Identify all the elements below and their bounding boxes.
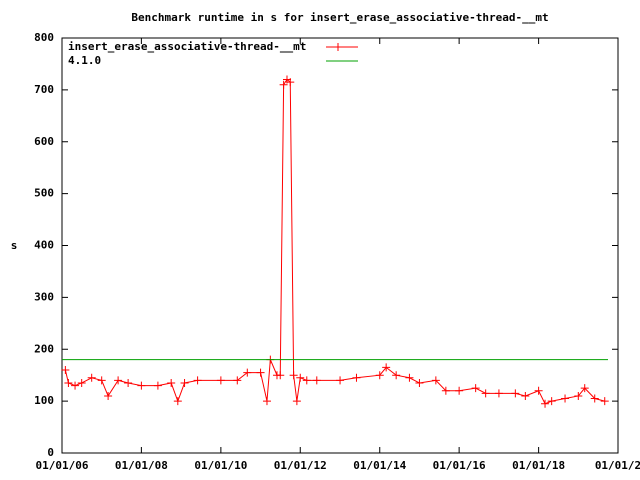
x-tick-label: 01/01/18 — [512, 459, 565, 472]
point — [61, 366, 70, 374]
legend-swatch — [326, 43, 358, 51]
point — [286, 78, 295, 87]
y-tick-label: 400 — [34, 239, 54, 252]
series-line — [64, 78, 605, 405]
x-tick-label: 01/01/14 — [353, 459, 406, 472]
point — [580, 384, 589, 393]
point — [481, 389, 490, 398]
legend-label: 4.1.0 — [68, 54, 101, 67]
x-tick-label: 01/01/08 — [115, 459, 168, 472]
point — [455, 386, 464, 395]
point — [382, 363, 391, 372]
chart-title: Benchmark runtime in s for insert_erase_… — [131, 11, 548, 24]
point — [233, 376, 242, 385]
point — [193, 376, 202, 385]
y-tick-label: 800 — [34, 31, 54, 44]
x-tick-label: 01/01/10 — [194, 459, 247, 472]
y-tick-label: 600 — [34, 135, 54, 148]
point — [276, 371, 285, 380]
y-tick-label: 100 — [34, 394, 54, 407]
point — [243, 368, 252, 377]
x-tick-label: 01/01/06 — [36, 459, 89, 472]
point — [405, 373, 414, 382]
legend-label: insert_erase_associative-thread-__mt — [68, 40, 306, 53]
point — [97, 376, 106, 385]
point — [600, 397, 609, 406]
y-axis-label: s — [11, 239, 18, 252]
point — [64, 378, 73, 387]
point — [441, 386, 450, 395]
point — [415, 378, 424, 387]
point — [547, 397, 556, 406]
point — [541, 399, 550, 408]
point — [279, 80, 288, 89]
point — [511, 389, 520, 398]
point — [494, 389, 503, 398]
point — [312, 376, 321, 385]
point — [153, 381, 162, 390]
y-tick-label: 300 — [34, 290, 54, 303]
point — [173, 397, 182, 406]
point — [471, 384, 480, 393]
point — [336, 376, 345, 385]
point — [262, 397, 271, 406]
point — [104, 391, 113, 400]
point — [292, 397, 301, 406]
point — [302, 376, 311, 385]
point — [392, 371, 401, 380]
point — [180, 378, 189, 387]
y-tick-label: 0 — [47, 446, 54, 459]
point — [114, 376, 123, 385]
y-tick-label: 500 — [34, 187, 54, 200]
point — [167, 378, 176, 387]
point — [296, 373, 305, 382]
point — [137, 381, 146, 390]
plot-frame — [61, 37, 619, 454]
point — [124, 378, 133, 387]
point — [256, 368, 265, 377]
point — [574, 391, 583, 400]
y-tick-label: 200 — [34, 342, 54, 355]
x-tick-label: 01/01/12 — [274, 459, 327, 472]
x-tick-label: 01/01/16 — [433, 459, 486, 472]
point — [561, 394, 570, 403]
point — [521, 391, 530, 400]
point — [431, 376, 440, 385]
point — [590, 394, 599, 403]
point — [77, 378, 86, 387]
point — [352, 373, 361, 382]
y-tick-label: 700 — [34, 83, 54, 96]
x-tick-label: 01/01/2 — [595, 459, 640, 472]
point — [71, 381, 80, 390]
point — [87, 373, 96, 382]
point — [534, 386, 543, 395]
point — [289, 371, 298, 380]
point — [216, 376, 225, 385]
point — [375, 371, 384, 380]
